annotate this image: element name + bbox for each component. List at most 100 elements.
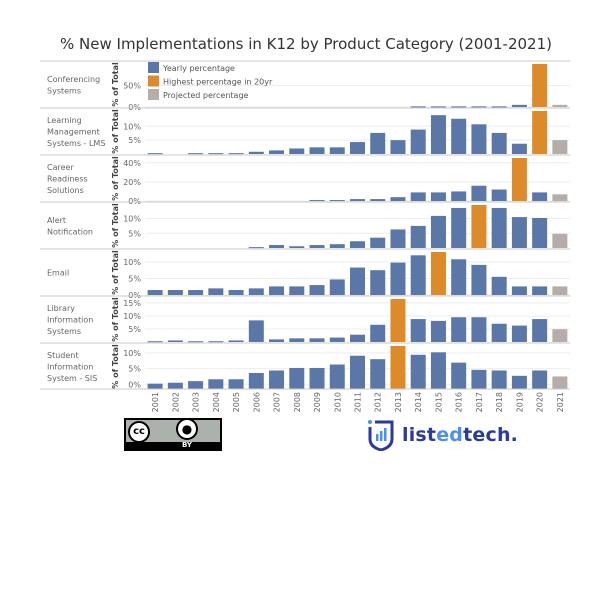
y-tick-label: 10% [123,349,141,358]
cc-by-license-badge: cc ● BY [124,418,222,451]
logo-part-3: tech. [463,424,519,446]
bar-6-2017 [471,369,487,389]
bar-2-2017 [471,185,487,201]
bar-3-2011 [350,241,365,248]
panel-label-1: Learning Management Systems - LMS [47,116,105,148]
bar-1-2014 [410,129,426,154]
x-tick-label: 2011 [354,392,363,412]
y-tick-label: 10% [123,258,141,267]
legend-label-0: Yearly percentage [162,64,235,73]
bar-6-2001 [147,383,163,389]
bar-2-2016 [451,191,467,201]
y-tick-label: 15% [123,299,141,308]
bar-1-2012 [370,132,386,154]
y-tick-label: 5% [128,274,141,283]
bar-1-2009 [309,147,325,154]
bar-6-2014 [410,354,426,389]
x-tick-label: 2014 [414,392,423,412]
bar-3-2009 [309,245,325,248]
bar-0-2015 [430,106,446,108]
panel-label-4: Email [47,269,69,278]
bar-4-2012 [370,270,386,295]
bar-4-2021 [552,286,568,295]
attribution-person-icon: ● [176,418,198,440]
bar-5-2008 [289,338,305,342]
bar-6-2009 [309,367,325,389]
bar-2-2014 [410,192,426,201]
bar-4-2019 [511,286,527,295]
bar-0-2019 [511,104,527,107]
bar-5-2014 [410,319,426,342]
bar-2-2019 [511,158,527,201]
bar-2-2012 [370,199,386,201]
bar-6-2012 [370,359,386,389]
bar-2-2009 [309,200,325,202]
bar-4-2017 [471,264,487,295]
bar-6-2016 [451,362,467,389]
bar-1-2005 [228,153,244,155]
bar-0-2020 [532,64,548,107]
bar-5-2019 [511,325,527,342]
bar-3-2016 [451,207,467,248]
bar-1-2018 [491,132,507,154]
bar-1-2020 [532,111,548,154]
bar-4-2018 [491,276,507,295]
x-tick-label: 2003 [192,392,201,412]
bar-1-2019 [511,143,527,154]
x-tick-label: 2004 [212,392,221,412]
cc-by-label: BY [181,441,193,449]
y-axis-title: % of Total [111,62,120,107]
panel-label-3: Alert Notification [47,216,93,237]
chart-title: % New Implementations in K12 by Product … [60,35,552,53]
y-tick-label: 20% [123,178,141,187]
bar-1-2021 [552,140,568,154]
listedtech-logo: listedtech. [367,418,518,452]
bar-2-2015 [430,192,446,201]
bar-1-2015 [430,115,446,154]
bar-5-2018 [491,323,507,342]
y-tick-label: 10% [123,312,141,321]
y-axis-title: % of Total [111,203,120,248]
bar-3-2014 [410,225,426,248]
bar-6-2007 [269,370,285,389]
bar-1-2007 [269,150,285,154]
bar-1-2013 [390,140,406,154]
bar-4-2013 [390,262,406,295]
bar-4-2003 [188,290,204,295]
bar-2-2020 [532,192,548,201]
x-tick-label: 2007 [273,392,282,412]
bar-0-2016 [451,106,467,108]
bar-4-2015 [430,252,446,295]
bar-6-2019 [511,375,527,389]
bar-1-2008 [289,148,305,154]
bar-4-2001 [147,290,163,295]
bar-4-2016 [451,259,467,295]
y-tick-label: 5% [128,365,141,374]
bar-2-2013 [390,197,406,201]
bar-4-2011 [350,267,365,295]
bar-3-2015 [430,215,446,248]
bar-3-2019 [511,217,527,248]
bar-1-2006 [248,151,264,154]
x-tick-label: 2005 [232,392,241,412]
bar-1-2017 [471,124,487,154]
legend-swatch-1 [148,75,159,87]
panel-label-6: Student Information System - SIS [47,351,97,383]
bar-1-2004 [208,153,224,155]
bar-3-2008 [289,246,305,248]
bar-5-2013 [390,299,406,342]
bar-5-2006 [248,320,264,342]
y-tick-label: 10% [123,215,141,224]
bar-4-2010 [329,279,345,295]
panel-label-2: Career Readiness Solutions [47,163,88,195]
logo-part-2: ed [436,424,464,446]
bar-6-2004 [208,379,224,389]
y-axis-title: % of Total [111,297,120,342]
bar-4-2005 [228,290,244,295]
bar-5-2012 [370,324,386,342]
bar-6-2002 [167,382,183,389]
bar-3-2006 [248,247,264,249]
bar-3-2013 [390,229,406,248]
x-tick-label: 2020 [536,392,545,412]
bar-4-2008 [289,286,305,295]
